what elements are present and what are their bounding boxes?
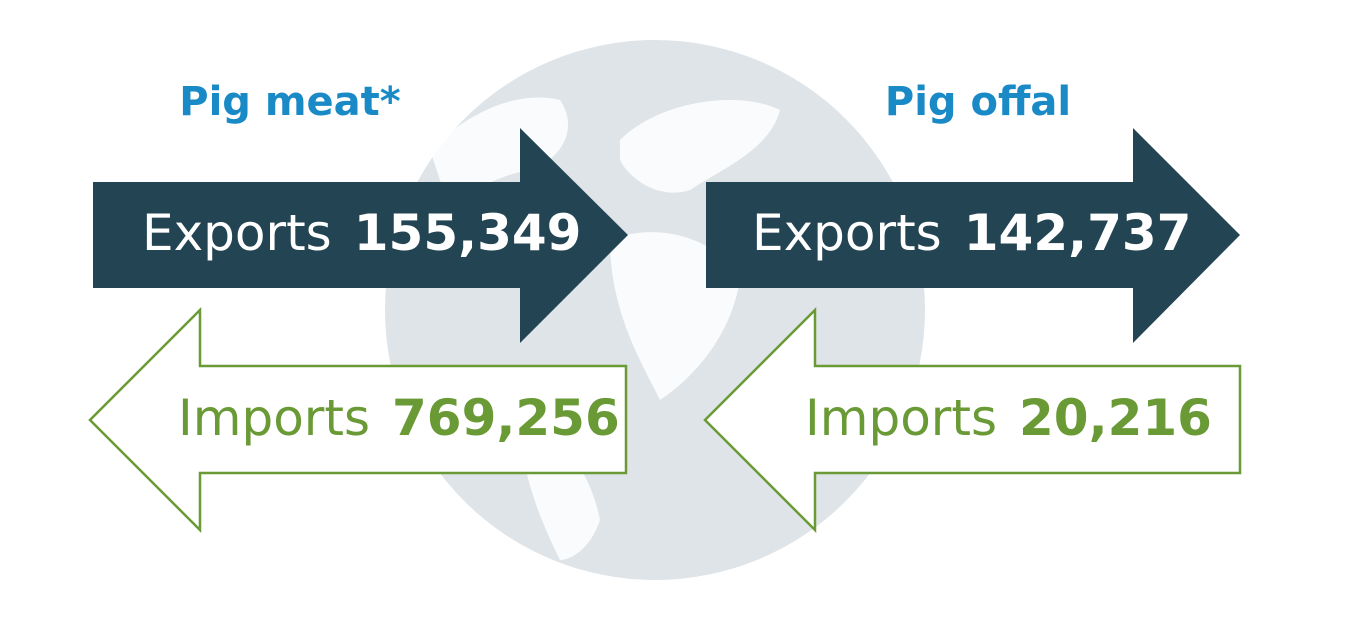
import-text: Imports 769,256 <box>178 389 620 447</box>
export-text: Exports 142,737 <box>752 204 1191 262</box>
label: Imports <box>805 389 997 447</box>
import-arrow <box>703 306 1242 534</box>
label: Exports <box>752 204 942 262</box>
panel-title: Pig offal <box>885 79 1071 125</box>
globe <box>385 40 925 580</box>
import-text: Imports 20,216 <box>805 389 1212 447</box>
value: 20,216 <box>1019 389 1212 447</box>
label: Imports <box>178 389 370 447</box>
export-arrow <box>706 128 1240 343</box>
import-arrow <box>88 306 628 534</box>
value: 155,349 <box>354 204 582 262</box>
export-text: Exports 155,349 <box>142 204 581 262</box>
label: Exports <box>142 204 332 262</box>
panel-title: Pig meat* <box>179 79 401 125</box>
value: 769,256 <box>392 389 620 447</box>
value: 142,737 <box>964 204 1192 262</box>
export-arrow <box>93 128 628 343</box>
